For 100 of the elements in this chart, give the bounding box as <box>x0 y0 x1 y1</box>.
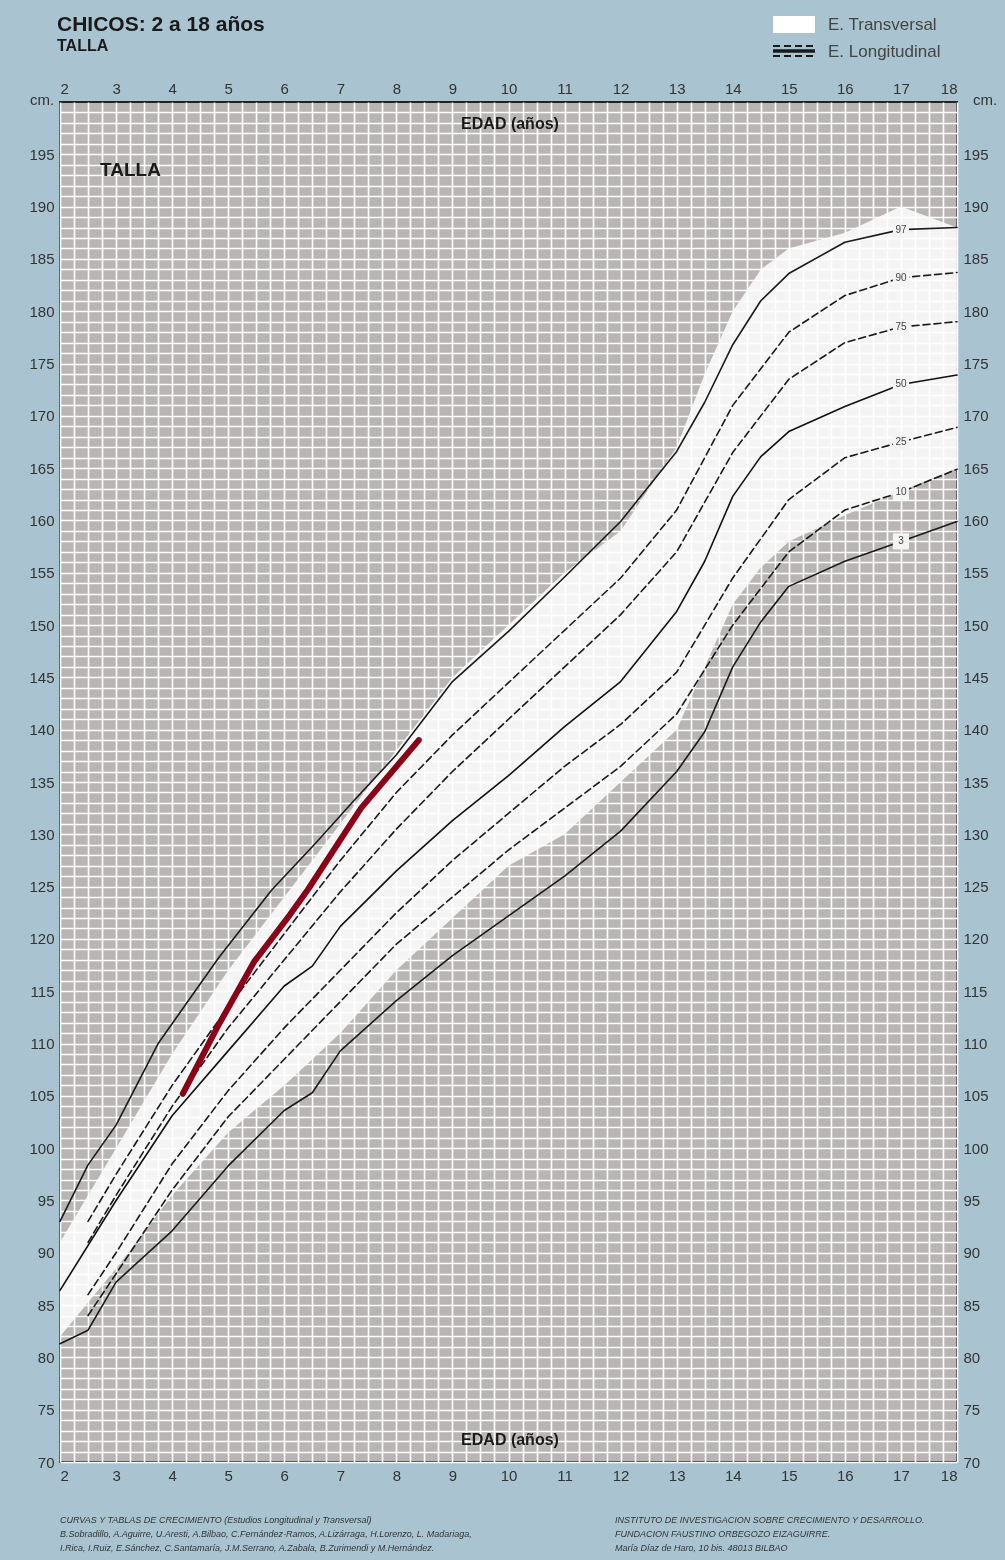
y-tick-label: 130 <box>29 825 55 843</box>
x-axis-title: EDAD (años) <box>461 1431 559 1448</box>
x2-tick-label: 8 <box>392 79 402 97</box>
y2-axis-title: cm. <box>973 91 998 108</box>
y-tick-label: 155 <box>29 564 55 582</box>
series-label: 50 <box>895 378 907 390</box>
y-tick-label: 80 <box>37 1348 55 1366</box>
y2-tick-label: 105 <box>963 1087 989 1105</box>
y2-tick-label: 90 <box>963 1244 981 1262</box>
x-tick-label: 14 <box>724 1466 742 1484</box>
x-tick-label: 3 <box>112 1466 121 1484</box>
y-tick-label: 125 <box>29 878 55 896</box>
x2-tick-label: 16 <box>837 79 854 97</box>
x2-tick-label: 18 <box>940 79 958 97</box>
x2-tick-label: 2 <box>60 79 69 97</box>
y-axis-title: cm. <box>30 91 55 108</box>
y-tick-label: 100 <box>29 1139 55 1157</box>
y-tick-label: 195 <box>29 145 55 163</box>
series-label: 10 <box>895 486 907 498</box>
text: E. Longitudinal <box>828 42 941 61</box>
x2-tick-label: 12 <box>612 79 630 97</box>
x2-tick-label: 9 <box>448 79 458 97</box>
x-tick-label: 8 <box>392 1466 402 1484</box>
y2-tick-label: 135 <box>963 773 989 791</box>
y-tick-label: 120 <box>29 930 55 948</box>
text: B.Sobradillo, A.Aguirre, U.Aresti, A.Bilbao, C.Fernández-Ramos, A.Lizárraga, H.Lorenzo, L. Madariaga, <box>60 1529 472 1539</box>
y-tick-label: 70 <box>37 1453 55 1471</box>
y-tick-label: 140 <box>29 721 55 739</box>
y2-tick-label: 185 <box>963 250 989 268</box>
y2-tick-label: 120 <box>963 930 989 948</box>
y2-tick-label: 160 <box>963 511 989 529</box>
text: CURVAS Y TABLAS DE CRECIMIENTO (Estudios Longitudinal y Transversal) <box>60 1515 372 1525</box>
y-tick-label: 90 <box>37 1244 55 1262</box>
x-tick-label: 10 <box>500 1466 518 1484</box>
y2-tick-label: 80 <box>963 1348 981 1366</box>
y-tick-label: 165 <box>29 459 55 477</box>
y-tick-label: 180 <box>29 302 55 320</box>
series-label: 97 <box>895 223 907 235</box>
y2-tick-label: 175 <box>963 355 989 373</box>
x-tick-label: 5 <box>224 1466 233 1484</box>
x2-tick-label: 13 <box>668 79 686 97</box>
y-tick-label: 185 <box>29 250 55 268</box>
text: I.Rica, I.Ruiz, E.Sánchez, C.Santamaría, J.M.Serrano, A.Zabala, B.Zurimendi y M.Hernández. <box>60 1543 435 1553</box>
y-tick-label: 85 <box>37 1296 55 1314</box>
series-label: 90 <box>895 271 907 283</box>
y-tick-label: 95 <box>37 1191 55 1209</box>
y2-tick-label: 140 <box>963 721 989 739</box>
y2-tick-label: 145 <box>963 668 989 686</box>
series-label: 75 <box>895 320 907 332</box>
y-tick-label: 135 <box>29 773 55 791</box>
x-tick-label: 13 <box>668 1466 686 1484</box>
y2-tick-label: 130 <box>963 825 989 843</box>
series-label: 25 <box>895 436 907 447</box>
chart-subtitle: TALLA <box>57 37 109 54</box>
y2-tick-label: 85 <box>963 1296 981 1314</box>
x2-tick-label: 15 <box>780 79 798 97</box>
y-tick-label: 170 <box>29 407 55 425</box>
x2-tick-label: 14 <box>724 79 742 97</box>
text: E. Transversal <box>828 15 937 34</box>
series-label: 3 <box>898 535 905 547</box>
x-tick-label: 15 <box>780 1466 798 1484</box>
y2-tick-label: 170 <box>963 407 989 425</box>
annotation: TALLA <box>100 159 162 180</box>
x2-tick-label: 6 <box>280 79 289 97</box>
x2-axis-title: EDAD (años) <box>461 115 559 132</box>
y-tick-label: 150 <box>29 616 55 634</box>
y2-tick-label: 115 <box>963 982 988 1000</box>
x2-tick-label: 7 <box>336 79 345 97</box>
chart-title: CHICOS: 2 a 18 años <box>57 12 265 35</box>
x2-tick-label: 17 <box>893 79 910 97</box>
x2-tick-label: 3 <box>112 79 121 97</box>
x-tick-label: 11 <box>557 1466 573 1484</box>
x-tick-label: 7 <box>336 1466 345 1484</box>
y2-tick-label: 110 <box>963 1035 988 1053</box>
x-tick-label: 16 <box>837 1466 854 1484</box>
x-tick-label: 9 <box>448 1466 458 1484</box>
y2-tick-label: 190 <box>963 198 989 216</box>
y2-tick-label: 165 <box>963 459 989 477</box>
y-tick-label: 145 <box>29 668 55 686</box>
y2-tick-label: 100 <box>963 1139 989 1157</box>
text: INSTITUTO DE INVESTIGACION SOBRE CRECIMIENTO Y DESARROLLO. <box>615 1515 925 1525</box>
y2-tick-label: 75 <box>963 1401 981 1419</box>
y-tick-label: 105 <box>29 1087 55 1105</box>
x-tick-label: 17 <box>893 1466 910 1484</box>
y-tick-label: 175 <box>29 355 55 373</box>
y-tick-label: 75 <box>37 1401 55 1419</box>
text: María Díaz de Haro, 10 bis. 48013 BILBAO <box>615 1543 788 1553</box>
y-tick-label: 160 <box>29 511 55 529</box>
y2-tick-label: 70 <box>963 1453 981 1471</box>
y2-tick-label: 155 <box>963 564 989 582</box>
text: FUNDACION FAUSTINO ORBEGOZO EIZAGUIRRE. <box>615 1529 831 1539</box>
y2-tick-label: 150 <box>963 616 989 634</box>
x2-tick-label: 5 <box>224 79 233 97</box>
y-tick-label: 115 <box>30 982 55 1000</box>
y-tick-label: 110 <box>30 1035 55 1053</box>
x2-tick-label: 4 <box>168 79 177 97</box>
x-tick-label: 4 <box>168 1466 177 1484</box>
y2-tick-label: 95 <box>963 1191 981 1209</box>
x2-tick-label: 10 <box>500 79 518 97</box>
x-tick-label: 6 <box>280 1466 289 1484</box>
